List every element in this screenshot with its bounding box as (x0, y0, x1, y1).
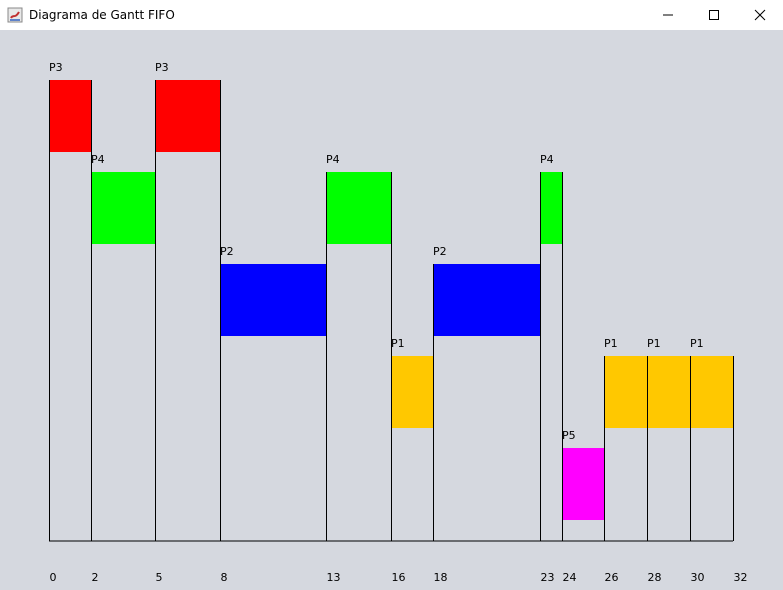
process-label: P4 (326, 153, 340, 166)
tick-label: 28 (648, 571, 662, 584)
gantt-bar-p3 (155, 80, 220, 152)
gantt-chart: P3 P4 P3 P2 P4 P1 P2 P4 P5 P1 P1 P1 0 2 5 8 13 16 18 23 24 26… (49, 61, 748, 584)
tick-label: 13 (327, 571, 341, 584)
process-label: P1 (604, 337, 618, 350)
tick-label: 24 (563, 571, 577, 584)
process-label: P4 (540, 153, 554, 166)
gantt-bar-p4 (540, 172, 562, 244)
maximize-icon (708, 9, 720, 21)
process-label: P1 (647, 337, 661, 350)
gantt-bar-p5 (562, 448, 604, 520)
process-label: P1 (690, 337, 704, 350)
process-label: P1 (391, 337, 405, 350)
title-bar: Diagrama de Gantt FIFO (0, 0, 783, 30)
window-title: Diagrama de Gantt FIFO (29, 8, 175, 22)
tick-label: 5 (156, 571, 163, 584)
minimize-button[interactable] (645, 0, 691, 30)
process-label: P2 (220, 245, 234, 258)
gantt-bar-p1 (604, 356, 647, 428)
close-button[interactable] (737, 0, 783, 30)
gantt-bar-p2 (433, 264, 540, 336)
close-icon (754, 9, 766, 21)
tick-label: 30 (691, 571, 705, 584)
tick-label: 0 (50, 571, 57, 584)
tick-label: 16 (392, 571, 406, 584)
process-label: P3 (49, 61, 63, 74)
tick-label: 8 (221, 571, 228, 584)
gantt-bar-p1 (690, 356, 733, 428)
gantt-bar-p4 (91, 172, 155, 244)
maximize-button[interactable] (691, 0, 737, 30)
gantt-bar-p1 (647, 356, 690, 428)
tick-label: 26 (605, 571, 619, 584)
gantt-bar-p2 (220, 264, 326, 336)
minimize-icon (662, 9, 674, 21)
tick-label: 18 (434, 571, 448, 584)
java-app-icon (7, 7, 23, 23)
gantt-bar-p1 (391, 356, 433, 428)
tick-label: 2 (92, 571, 99, 584)
gantt-bar-p3 (49, 80, 91, 152)
gantt-bar-p4 (326, 172, 391, 244)
process-label: P5 (562, 429, 576, 442)
process-label: P2 (433, 245, 447, 258)
tick-label: 23 (541, 571, 555, 584)
tick-label: 32 (734, 571, 748, 584)
process-label: P3 (155, 61, 169, 74)
process-label: P4 (91, 153, 105, 166)
